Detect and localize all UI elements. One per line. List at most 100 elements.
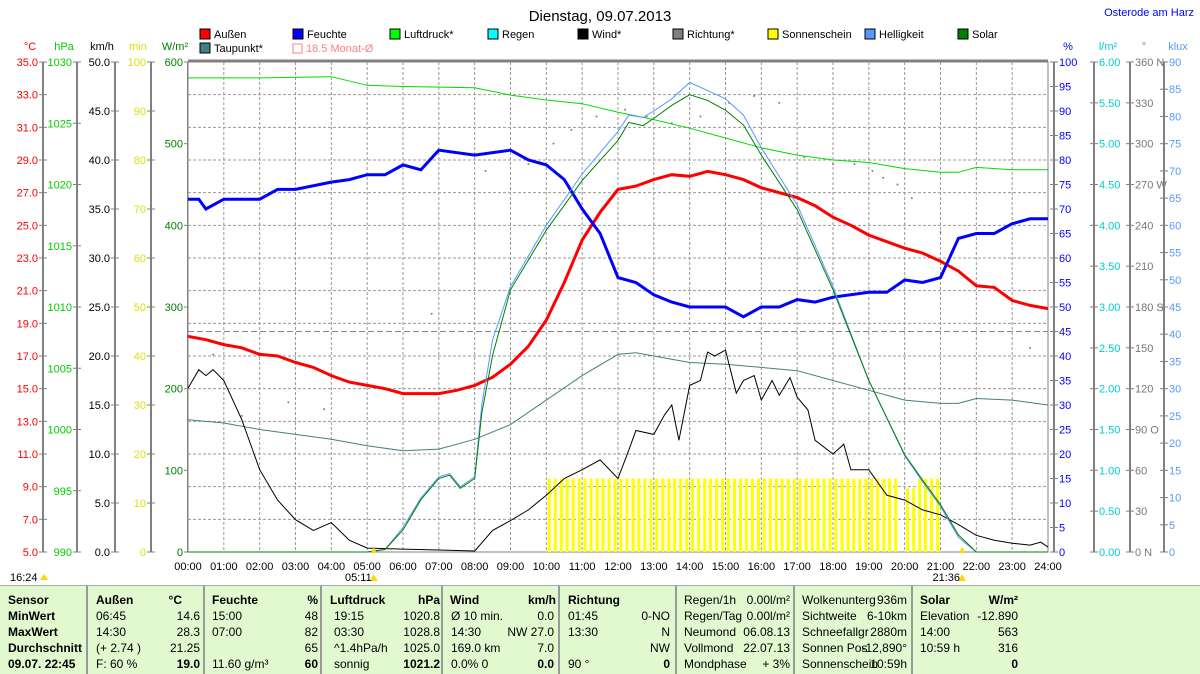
axis-tick-label-solar: 300 xyxy=(165,302,183,314)
x-tick-label: 08:00 xyxy=(461,561,489,573)
axis-tick-label-press: 1030 xyxy=(48,57,72,69)
table-cell: 0.0 xyxy=(537,609,554,623)
axis-tick-label-hum: 95 xyxy=(1059,82,1071,94)
sunset-icon xyxy=(958,574,966,581)
legend-label: Außen xyxy=(214,29,246,41)
table-cell: MinWert xyxy=(8,609,56,623)
axis-tick-label-press: 990 xyxy=(54,547,72,559)
table-cell: 21.25 xyxy=(169,641,200,655)
axis-tick-label-hum: 35 xyxy=(1059,376,1071,388)
x-tick-label: 07:00 xyxy=(425,561,453,573)
axis-tick-label-wind: 40.0 xyxy=(89,155,110,167)
axis-tick-label-press: 995 xyxy=(54,486,72,498)
solar-value: 563 xyxy=(997,625,1018,639)
info-row: Vollmond 22.07.13 xyxy=(0,640,1200,656)
sunshine-bar xyxy=(547,478,551,552)
sunshine-bar xyxy=(583,478,587,552)
axis-tick-label-rain: 2.00 xyxy=(1099,384,1120,396)
sunshine-bar xyxy=(930,478,934,552)
sunshine-bar xyxy=(601,478,605,552)
axis-tick-label-klux: 30 xyxy=(1169,384,1181,396)
series-line-außen xyxy=(187,169,1049,396)
sunshine-bar xyxy=(858,478,862,552)
axis-tick-label-hum: 15 xyxy=(1059,474,1071,486)
axis-tick-label-min: 50 xyxy=(134,302,146,314)
table-cell: 169.0 km xyxy=(451,641,501,655)
table-cell: 0 xyxy=(663,657,670,671)
table-cell: 19.0 xyxy=(176,657,200,671)
table-cell: MaxWert xyxy=(8,625,58,639)
legend-label: Feuchte xyxy=(307,29,347,41)
axis-tick-label-hum: 70 xyxy=(1059,204,1071,216)
sunshine-bar xyxy=(870,478,874,552)
sunshine-bar xyxy=(918,478,922,552)
table-header: km/h xyxy=(527,593,556,607)
legend-swatch-3 xyxy=(487,28,499,40)
table-header-row: Sensor Außen °C Feuchte% Luftdruck hPa Wind km/… xyxy=(0,592,1200,608)
axis-tick-label-wind: 25.0 xyxy=(89,302,110,314)
column-divider xyxy=(675,586,677,674)
sunshine-bar xyxy=(715,478,719,552)
sunshine-bar xyxy=(810,478,814,552)
axis-tick-label-klux: 60 xyxy=(1169,220,1181,232)
axis-tick-label-rain: 6.00 xyxy=(1099,57,1120,69)
axis-tick-label-press: 1020 xyxy=(48,180,72,192)
location-link[interactable]: Osterode am Harz xyxy=(1104,7,1194,19)
axis-tick-label-solar: 400 xyxy=(165,220,183,232)
direction-point xyxy=(853,163,856,166)
axis-tick-label-dir: 30 xyxy=(1135,506,1147,518)
axis-tick-label-rain: 4.50 xyxy=(1099,180,1120,192)
solar-row: 10:59 h 316 xyxy=(0,640,1200,656)
column-divider xyxy=(911,586,913,674)
column-divider xyxy=(86,586,88,674)
axis-tick-label-press: 1000 xyxy=(48,425,72,437)
sunshine-bar xyxy=(649,478,653,552)
axis-tick-label-rain: 3.50 xyxy=(1099,261,1120,273)
axis-tick-label-min: 70 xyxy=(134,204,146,216)
info-row: Mondphase + 3% xyxy=(0,656,1200,672)
table-cell: 1020.8 xyxy=(403,609,440,623)
x-tick-label: 11:00 xyxy=(569,561,596,573)
info-value: 10:59h xyxy=(870,657,907,671)
solar-value: 316 xyxy=(997,641,1018,655)
axis-tick-label-min: 30 xyxy=(134,400,146,412)
axis-tick-label-temp: 11.0 xyxy=(17,449,38,461)
table-header: % xyxy=(307,593,318,607)
axis-tick-label-rain: 0.50 xyxy=(1099,506,1120,518)
day-length-sun-icon xyxy=(40,574,48,580)
legend-swatch-0 xyxy=(199,28,211,40)
axis-tick-label-rain: 2.50 xyxy=(1099,343,1120,355)
x-tick-label: 01:00 xyxy=(210,561,238,573)
table-cell: 09.07. 22:45 xyxy=(8,657,76,671)
sunshine-bar xyxy=(828,478,832,552)
direction-point xyxy=(882,176,885,179)
sunshine-bar xyxy=(846,478,850,552)
chart-title: Dienstag, 09.07.2013 xyxy=(529,8,672,25)
axis-tick-label-hum: 40 xyxy=(1059,351,1071,363)
axis-tick-label-hum: 50 xyxy=(1059,302,1071,314)
table-header: Richtung xyxy=(568,593,620,607)
axis-tick-label-hum: 60 xyxy=(1059,253,1071,265)
x-tick-label: 12:00 xyxy=(604,561,632,573)
table-cell: 60 xyxy=(304,657,318,671)
legend-swatch-6 xyxy=(767,28,779,40)
table-cell: Durchschnitt xyxy=(8,641,83,655)
legend-label: Solar xyxy=(972,29,998,41)
legend-swatch-9 xyxy=(199,42,211,54)
series-line-taupunkt xyxy=(187,352,1049,452)
sunshine-bar xyxy=(679,478,683,552)
sunrise-time: 05:11 xyxy=(345,572,372,584)
sunshine-bar xyxy=(804,478,808,552)
info-value: 2880m xyxy=(870,625,907,639)
axis-tick-label-klux: 25 xyxy=(1169,411,1181,423)
direction-point xyxy=(753,95,756,98)
info-label: Neumond xyxy=(684,625,737,639)
axis-tick-label-dir: 60 xyxy=(1135,465,1147,477)
legend-swatch-5 xyxy=(672,28,684,40)
sunshine-bar xyxy=(864,478,868,552)
axis-tick-label-min: 40 xyxy=(134,351,146,363)
x-tick-label: 02:00 xyxy=(246,561,274,573)
table-cell: 13:30 xyxy=(568,625,599,639)
info-row: Regen/1h 0.00l/m² xyxy=(0,592,1200,608)
x-tick-label: 04:00 xyxy=(318,561,346,573)
